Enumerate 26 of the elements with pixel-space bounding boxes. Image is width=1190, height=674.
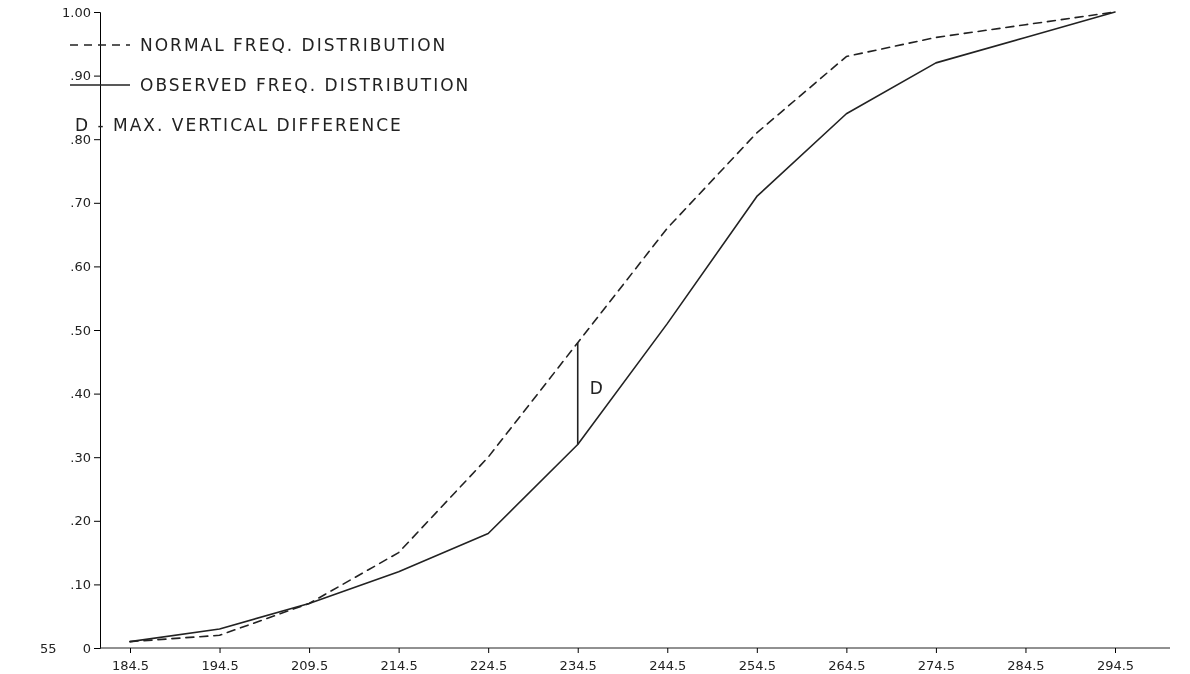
x-tick-label: 294.5 <box>1096 658 1135 674</box>
x-tick-label: 184.5 <box>111 658 150 674</box>
text: 55 <box>40 641 57 656</box>
x-tick-label: 214.5 <box>380 658 418 674</box>
y-tick-label: 1.00 <box>62 4 91 20</box>
y-tick-label: .50 <box>70 322 91 338</box>
x-tick-label: 194.5 <box>201 658 239 674</box>
y-tick-label: .60 <box>70 259 91 275</box>
x-tick-label: 244.5 <box>649 658 687 674</box>
y-tick-label: .40 <box>70 386 91 402</box>
x-tick-label: 224.5 <box>470 658 508 674</box>
legend-label: OBSERVED FREQ. DISTRIBUTION <box>140 75 471 95</box>
x-tick-label: 284.5 <box>1007 658 1045 674</box>
x-tick-label: 209.5 <box>290 658 329 674</box>
x-tick-label: 264.5 <box>828 658 866 674</box>
y-tick-label: .90 <box>70 68 91 84</box>
x-tick-label: 254.5 <box>738 658 776 674</box>
y-tick-label: .30 <box>70 449 91 465</box>
x-tick-label: 274.5 <box>917 658 956 674</box>
y-tick-label: .70 <box>70 195 91 211</box>
y-tick-label: .20 <box>70 513 91 529</box>
annotation: D <box>589 377 603 398</box>
legend-label: NORMAL FREQ. DISTRIBUTION <box>140 35 448 55</box>
y-tick-label: 0 <box>82 640 91 656</box>
x-tick-label: 234.5 <box>559 658 597 674</box>
y-tick-label: .10 <box>70 577 91 593</box>
